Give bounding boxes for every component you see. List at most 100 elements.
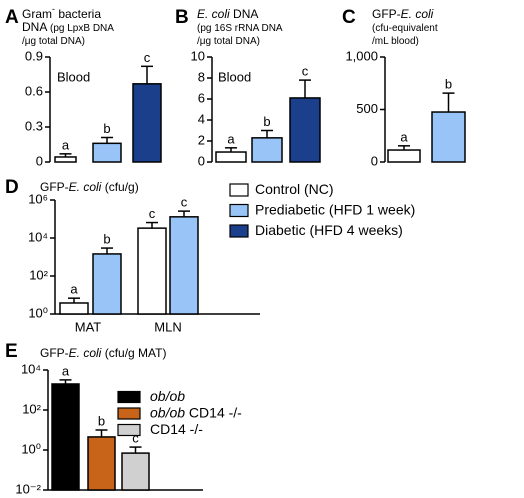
chart-title: /mL blood) — [372, 36, 419, 47]
chart-title: GFP-E. coli — [372, 7, 434, 21]
y-tick-label: 10² — [22, 401, 41, 416]
bar — [92, 253, 122, 315]
y-tick-label: 2 — [198, 132, 205, 147]
y-tick-label: 10² — [29, 267, 48, 282]
chart-title-part: E. coli — [69, 180, 102, 194]
panel-label: A — [5, 7, 19, 28]
chart-title-part: E. coli — [401, 7, 434, 21]
data-label: b — [445, 77, 452, 92]
data-label: b — [263, 114, 270, 129]
y-tick-label: 8 — [198, 69, 205, 84]
chart-title: Gram- bacteria — [22, 4, 101, 21]
chart-title-part: GFP- — [372, 7, 401, 21]
legend-swatch — [229, 203, 249, 218]
bar — [87, 436, 116, 491]
chart-title: GFP-E. coli (cfu/g) — [40, 180, 139, 194]
legend-label: Diabetic (HFD 4 weeks) — [255, 222, 403, 238]
chart-title-part: /μg total DNA) — [22, 36, 85, 47]
y-tick-label: 10⁰ — [28, 305, 48, 320]
legend-label-part: CD14 -/- — [150, 421, 203, 437]
data-label: b — [103, 121, 110, 136]
data-label: b — [103, 232, 110, 247]
chart-title: (cfu-equivalent — [372, 23, 438, 34]
chart-title-part: (cfu/g MAT) — [101, 346, 166, 360]
bar — [51, 383, 80, 491]
y-tick-label: 10 — [191, 48, 205, 63]
y-tick-label: 0.6 — [25, 83, 43, 98]
bar — [137, 227, 167, 315]
chart-title: GFP-E. coli (cfu/g MAT) — [40, 346, 166, 360]
annotation: Blood — [57, 69, 90, 84]
bar — [215, 151, 247, 163]
bar — [59, 302, 89, 315]
data-label: c — [144, 50, 151, 65]
bar — [54, 156, 77, 163]
legend-swatch — [117, 423, 141, 437]
chart-title-part: E. coli — [69, 346, 102, 360]
data-label: a — [400, 129, 408, 144]
bar — [431, 111, 466, 163]
legend-label: Prediabetic (HFD 1 week) — [255, 201, 415, 217]
legend-swatch — [117, 407, 141, 420]
y-tick-label: 0.9 — [25, 48, 43, 63]
y-tick-label: 0 — [198, 153, 205, 168]
y-tick-label: 0 — [371, 153, 378, 168]
data-label: a — [70, 282, 78, 297]
y-tick-label: 10⁻² — [15, 481, 41, 496]
chart-title-part: bacteria — [55, 7, 101, 21]
y-tick-label: 10⁴ — [28, 229, 48, 244]
annotation: Blood — [218, 69, 251, 84]
chart-title-part: (cfu/g) — [101, 180, 138, 194]
bar — [289, 97, 321, 163]
y-tick-label: 1,000 — [345, 48, 378, 63]
chart-title-part: GFP- — [40, 180, 69, 194]
chart-title-part: /mL blood) — [372, 36, 419, 47]
chart-title-part: /μg total DNA) — [197, 36, 260, 47]
chart-title-part: - — [52, 4, 55, 14]
data-label: a — [227, 131, 235, 146]
legend-label: ob/ob CD14 -/- — [150, 404, 242, 420]
data-label: a — [62, 137, 70, 152]
chart-title-part: DNA — [230, 7, 259, 21]
chart-title-part: (pg LpxB DNA — [50, 23, 114, 34]
chart-title: DNA (pg LpxB DNA — [22, 20, 114, 34]
data-label: a — [62, 363, 70, 378]
chart-title: (pg 16S rRNA DNA — [197, 23, 283, 34]
panel-label: C — [342, 7, 356, 28]
y-tick-label: 0.3 — [25, 118, 43, 133]
y-tick-label: 6 — [198, 90, 205, 105]
chart-title: E. coli DNA — [197, 7, 258, 21]
bar — [387, 149, 421, 163]
y-tick-label: 500 — [356, 101, 378, 116]
x-tick-label: MLN — [154, 319, 181, 334]
y-tick-label: 10⁴ — [21, 361, 41, 376]
legend-label-part: Diabetic (HFD 4 weeks) — [255, 222, 403, 238]
bar — [251, 137, 283, 163]
legend-label-part: Prediabetic (HFD 1 week) — [255, 201, 415, 217]
bar — [92, 142, 122, 163]
chart-title-part: (cfu-equivalent — [372, 23, 438, 34]
bar — [132, 83, 162, 163]
chart-title: /μg total DNA) — [22, 36, 85, 47]
chart-title-part: DNA — [22, 20, 50, 34]
legend-swatch — [229, 183, 249, 197]
legend-swatch — [117, 390, 141, 404]
data-label: c — [302, 64, 309, 79]
legend-label-part: Control (NC) — [255, 181, 334, 197]
chart-title: /μg total DNA) — [197, 36, 260, 47]
panel-label: E — [5, 341, 18, 362]
y-tick-label: 10⁶ — [28, 191, 48, 206]
bar — [169, 216, 199, 315]
panel-label: B — [175, 7, 189, 28]
legend-label: CD14 -/- — [150, 421, 203, 437]
y-tick-label: 0 — [36, 153, 43, 168]
legend-label-part: ob/ob — [150, 404, 185, 420]
legend-label: ob/ob — [150, 388, 185, 404]
y-tick-label: 4 — [198, 111, 205, 126]
x-tick-label: MAT — [75, 319, 102, 334]
legend-label: Control (NC) — [255, 181, 334, 197]
chart-title-part: E. coli — [197, 7, 230, 21]
legend-swatch — [229, 224, 249, 238]
data-label: b — [98, 413, 105, 428]
